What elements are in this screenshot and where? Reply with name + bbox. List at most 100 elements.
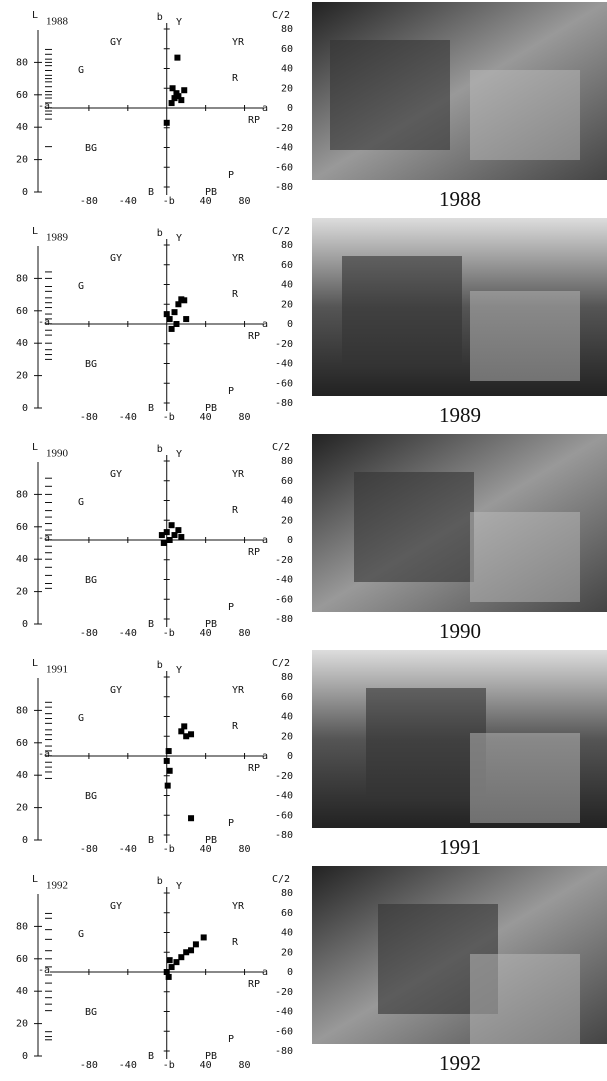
l-tick-label: 20 [16, 155, 28, 166]
year-label: 1990 [46, 448, 69, 460]
b-tick-label: 0 [287, 967, 293, 978]
b-tick-label: 80 [281, 456, 293, 467]
c-label: C/2 [272, 442, 290, 453]
a-tick-label: -80 [80, 196, 98, 207]
a-tick-label: -80 [80, 1060, 98, 1071]
color-point [173, 321, 179, 327]
b-tick-label: -60 [275, 810, 293, 821]
hue-label: GY [110, 685, 122, 696]
l-label: L [32, 442, 38, 453]
b-tick-label: 40 [281, 64, 293, 75]
l-tick-label: 0 [22, 403, 28, 414]
color-point [201, 934, 207, 940]
l-tick-label: 40 [16, 122, 28, 133]
color-point [174, 55, 180, 61]
hue-label: RP [248, 115, 260, 126]
hue-label: R [232, 721, 239, 732]
color-point [188, 947, 194, 953]
hue-label: B [148, 1051, 154, 1062]
hue-label: RP [248, 331, 260, 342]
color-point [175, 527, 181, 533]
b-tick-label: -60 [275, 378, 293, 389]
hue-label: RP [248, 979, 260, 990]
b-tick-label: -80 [275, 830, 293, 841]
l-tick-label: 60 [16, 522, 28, 533]
hue-label: G [78, 713, 84, 724]
l-tick-label: 0 [22, 1051, 28, 1062]
hue-label: BG [85, 791, 97, 802]
b-tick-label: -80 [275, 182, 293, 193]
color-point [172, 309, 178, 315]
hue-label: YR [232, 685, 245, 696]
l-label: L [32, 658, 38, 669]
hue-label: GY [110, 469, 122, 480]
l-tick-label: 40 [16, 986, 28, 997]
b-tick-label: 40 [281, 712, 293, 723]
b-label: b [157, 876, 163, 887]
color-point [164, 120, 170, 126]
neg-b-label: -b [163, 628, 175, 639]
figure: L1988b-ba-aC/2YGYYRGRRPBGPBPB020406080-8… [0, 0, 607, 1081]
b-tick-label: 20 [281, 515, 293, 526]
l-tick-label: 60 [16, 306, 28, 317]
hue-label: YR [232, 253, 245, 264]
photo-detail [366, 688, 486, 798]
b-tick-label: 20 [281, 947, 293, 958]
a-tick-label: -40 [119, 628, 137, 639]
color-point [161, 540, 167, 546]
b-tick-label: -40 [275, 143, 293, 154]
hue-label: RP [248, 547, 260, 558]
a-tick-label: -40 [119, 844, 137, 855]
l-label: L [32, 226, 38, 237]
c-label: C/2 [272, 10, 290, 21]
b-tick-label: 60 [281, 44, 293, 55]
l-label: L [32, 874, 38, 885]
b-tick-label: -40 [275, 791, 293, 802]
neg-b-label: -b [163, 412, 175, 423]
l-tick-label: 20 [16, 1019, 28, 1030]
b-tick-label: 40 [281, 928, 293, 939]
color-point [178, 534, 184, 540]
hue-label: R [232, 289, 239, 300]
color-point [181, 297, 187, 303]
l-tick-label: 40 [16, 770, 28, 781]
color-point [183, 316, 189, 322]
hue-label: G [78, 65, 84, 76]
hue-label: B [148, 835, 154, 846]
photo-caption: 1991 [439, 835, 481, 859]
hue-label: Y [176, 449, 182, 460]
b-tick-label: 60 [281, 260, 293, 271]
a-tick-label: -80 [80, 412, 98, 423]
color-point [165, 783, 171, 789]
l-tick-label: 40 [16, 554, 28, 565]
l-tick-label: 80 [16, 273, 28, 284]
photo-detail [470, 70, 580, 160]
hue-label: Y [176, 17, 182, 28]
hue-label: BG [85, 1007, 97, 1018]
b-label: b [157, 12, 163, 23]
color-point [193, 941, 199, 947]
hue-label: B [148, 187, 154, 198]
a-tick-label: 80 [239, 196, 251, 207]
a-tick-label: 40 [200, 412, 212, 423]
b-tick-label: -20 [275, 987, 293, 998]
year-label: 1991 [46, 664, 68, 676]
b-tick-label: 0 [287, 103, 293, 114]
l-tick-label: 20 [16, 587, 28, 598]
b-tick-label: -80 [275, 1046, 293, 1057]
b-tick-label: -80 [275, 398, 293, 409]
hue-label: Y [176, 881, 182, 892]
hue-label: G [78, 929, 84, 940]
b-label: b [157, 228, 163, 239]
color-point [188, 731, 194, 737]
photo-detail [470, 954, 580, 1044]
a-tick-label: 40 [200, 1060, 212, 1071]
hue-label: P [228, 602, 234, 613]
color-point [166, 748, 172, 754]
b-tick-label: 0 [287, 751, 293, 762]
b-tick-label: 60 [281, 908, 293, 919]
l-tick-label: 0 [22, 187, 28, 198]
a-label: a [262, 103, 268, 114]
hue-label: P [228, 1034, 234, 1045]
b-tick-label: 80 [281, 672, 293, 683]
